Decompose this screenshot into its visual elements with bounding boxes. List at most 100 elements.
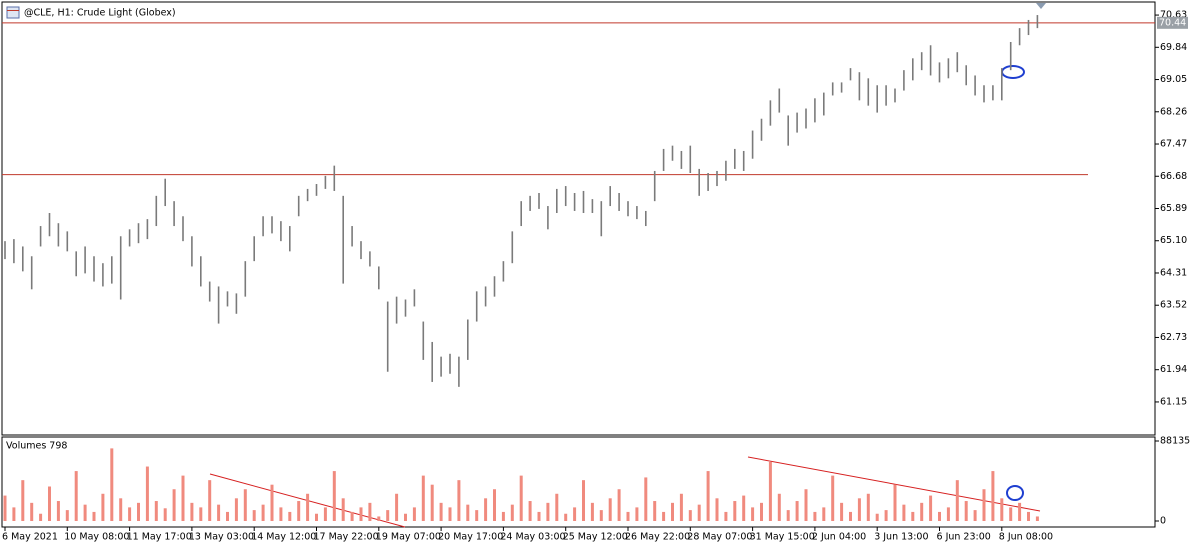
volume-bar: [404, 513, 407, 521]
volume-bar: [946, 507, 950, 521]
x-tick-label: 6 May 2021: [2, 532, 58, 543]
price-panel: [1, 1, 1156, 436]
volume-bar: [48, 486, 51, 521]
price-label: 70.44: [1159, 17, 1186, 28]
volume-bar: [199, 507, 203, 521]
x-tick-label: 17 May 22:00: [314, 532, 379, 543]
volume-bar: [412, 507, 416, 521]
volume-bar: [938, 511, 941, 521]
x-tick-label: 20 May 17:00: [438, 532, 503, 543]
volume-bar: [760, 502, 763, 521]
y-tick-label: 64.31: [1160, 267, 1187, 278]
volume-bar: [635, 507, 639, 521]
volume-bar: [359, 507, 363, 521]
volume-bar: [582, 480, 585, 521]
volume-bar: [475, 510, 479, 521]
volume-bar: [786, 510, 790, 521]
volume-bar: [21, 480, 25, 521]
highlight-circle: [1006, 485, 1024, 501]
volume-bar: [83, 504, 87, 521]
volume-bar: [217, 504, 221, 521]
volume-bar: [65, 510, 69, 521]
x-tick-label: 14 May 12:00: [251, 532, 316, 543]
volume-bar: [234, 498, 238, 521]
y-tick-label: 61.94: [1160, 364, 1187, 375]
volume-bar: [56, 501, 60, 521]
volume-bar: [208, 480, 212, 521]
volume-bar: [706, 471, 710, 521]
volume-bar: [590, 502, 594, 521]
volume-bar: [626, 511, 630, 521]
volume-bar: [1018, 502, 1022, 521]
y-tick-label: 61.15: [1160, 396, 1187, 407]
volume-bar: [279, 507, 283, 521]
volume-panel: [1, 436, 1156, 528]
volume-bar: [742, 495, 746, 521]
x-tick-label: 28 May 07:00: [687, 532, 752, 543]
x-tick-label: 13 May 03:00: [189, 532, 254, 543]
x-tick-label: 11 May 17:00: [127, 532, 192, 543]
volume-bar: [190, 502, 194, 521]
volume-bar: [457, 480, 461, 521]
volume-bar: [795, 501, 799, 521]
y-tick-label: 68.26: [1160, 106, 1187, 117]
y-tick-label: 63.52: [1160, 300, 1187, 311]
x-tick-label: 26 May 22:00: [625, 532, 690, 543]
volume-bar: [430, 484, 434, 521]
volume-bar: [929, 495, 933, 521]
volume-bar: [831, 475, 835, 521]
volume-bar: [1009, 507, 1013, 521]
x-tick-label: 6 Jun 23:00: [937, 532, 991, 543]
volume-bar: [3, 495, 7, 521]
scroll-marker: [1036, 3, 1046, 9]
volume-bar: [145, 466, 149, 521]
volume-bar: [902, 504, 906, 521]
volume-bar: [822, 507, 826, 521]
volume-bar: [288, 511, 292, 521]
volume-bar: [697, 504, 701, 521]
volume-bar: [920, 502, 924, 521]
y-tick-label: 62.73: [1160, 332, 1187, 343]
volume-bar: [849, 511, 852, 521]
volume-bar: [110, 448, 114, 521]
volume-bar: [448, 507, 452, 521]
volume-bar: [911, 511, 915, 521]
volume-bar: [323, 507, 327, 521]
volume-bar: [101, 493, 105, 521]
volume-bar: [955, 480, 959, 521]
volume-bar: [813, 511, 817, 521]
volume-bar: [893, 484, 897, 521]
volume-bar: [377, 516, 381, 521]
volume-bar: [128, 507, 132, 521]
volume-bar: [439, 502, 443, 521]
volume-bar: [777, 493, 781, 521]
volume-bar: [599, 510, 603, 521]
volume-bar: [768, 461, 772, 521]
volume-bar: [537, 511, 541, 521]
volume-bar: [964, 501, 968, 521]
volume-bar: [1035, 516, 1039, 521]
volume-bar: [510, 504, 514, 521]
y-tick-label: 65.10: [1160, 235, 1187, 246]
volume-bar: [866, 493, 870, 521]
volume-bar: [1000, 498, 1004, 521]
chart-title: @CLE, H1: Crude Light (Globex): [24, 8, 176, 19]
volume-bar: [528, 501, 532, 521]
volume-bar: [92, 511, 96, 521]
y-tick-label: 66.68: [1160, 171, 1187, 182]
volume-bar: [875, 513, 879, 521]
volume-bar: [751, 507, 755, 521]
volume-bar: [840, 502, 844, 521]
volume-bar: [12, 507, 16, 521]
y-tick-label: 67.47: [1160, 139, 1187, 150]
volume-bar: [172, 489, 176, 521]
volume-bar: [804, 489, 808, 521]
volume-bar: [154, 501, 158, 521]
volume-bar: [181, 475, 185, 521]
volume-bar: [386, 510, 390, 521]
price-label-box: [1157, 16, 1188, 29]
volume-bar: [991, 471, 995, 521]
volume-bar: [306, 493, 310, 521]
volume-bar: [644, 477, 648, 521]
volume-bar: [421, 475, 425, 521]
